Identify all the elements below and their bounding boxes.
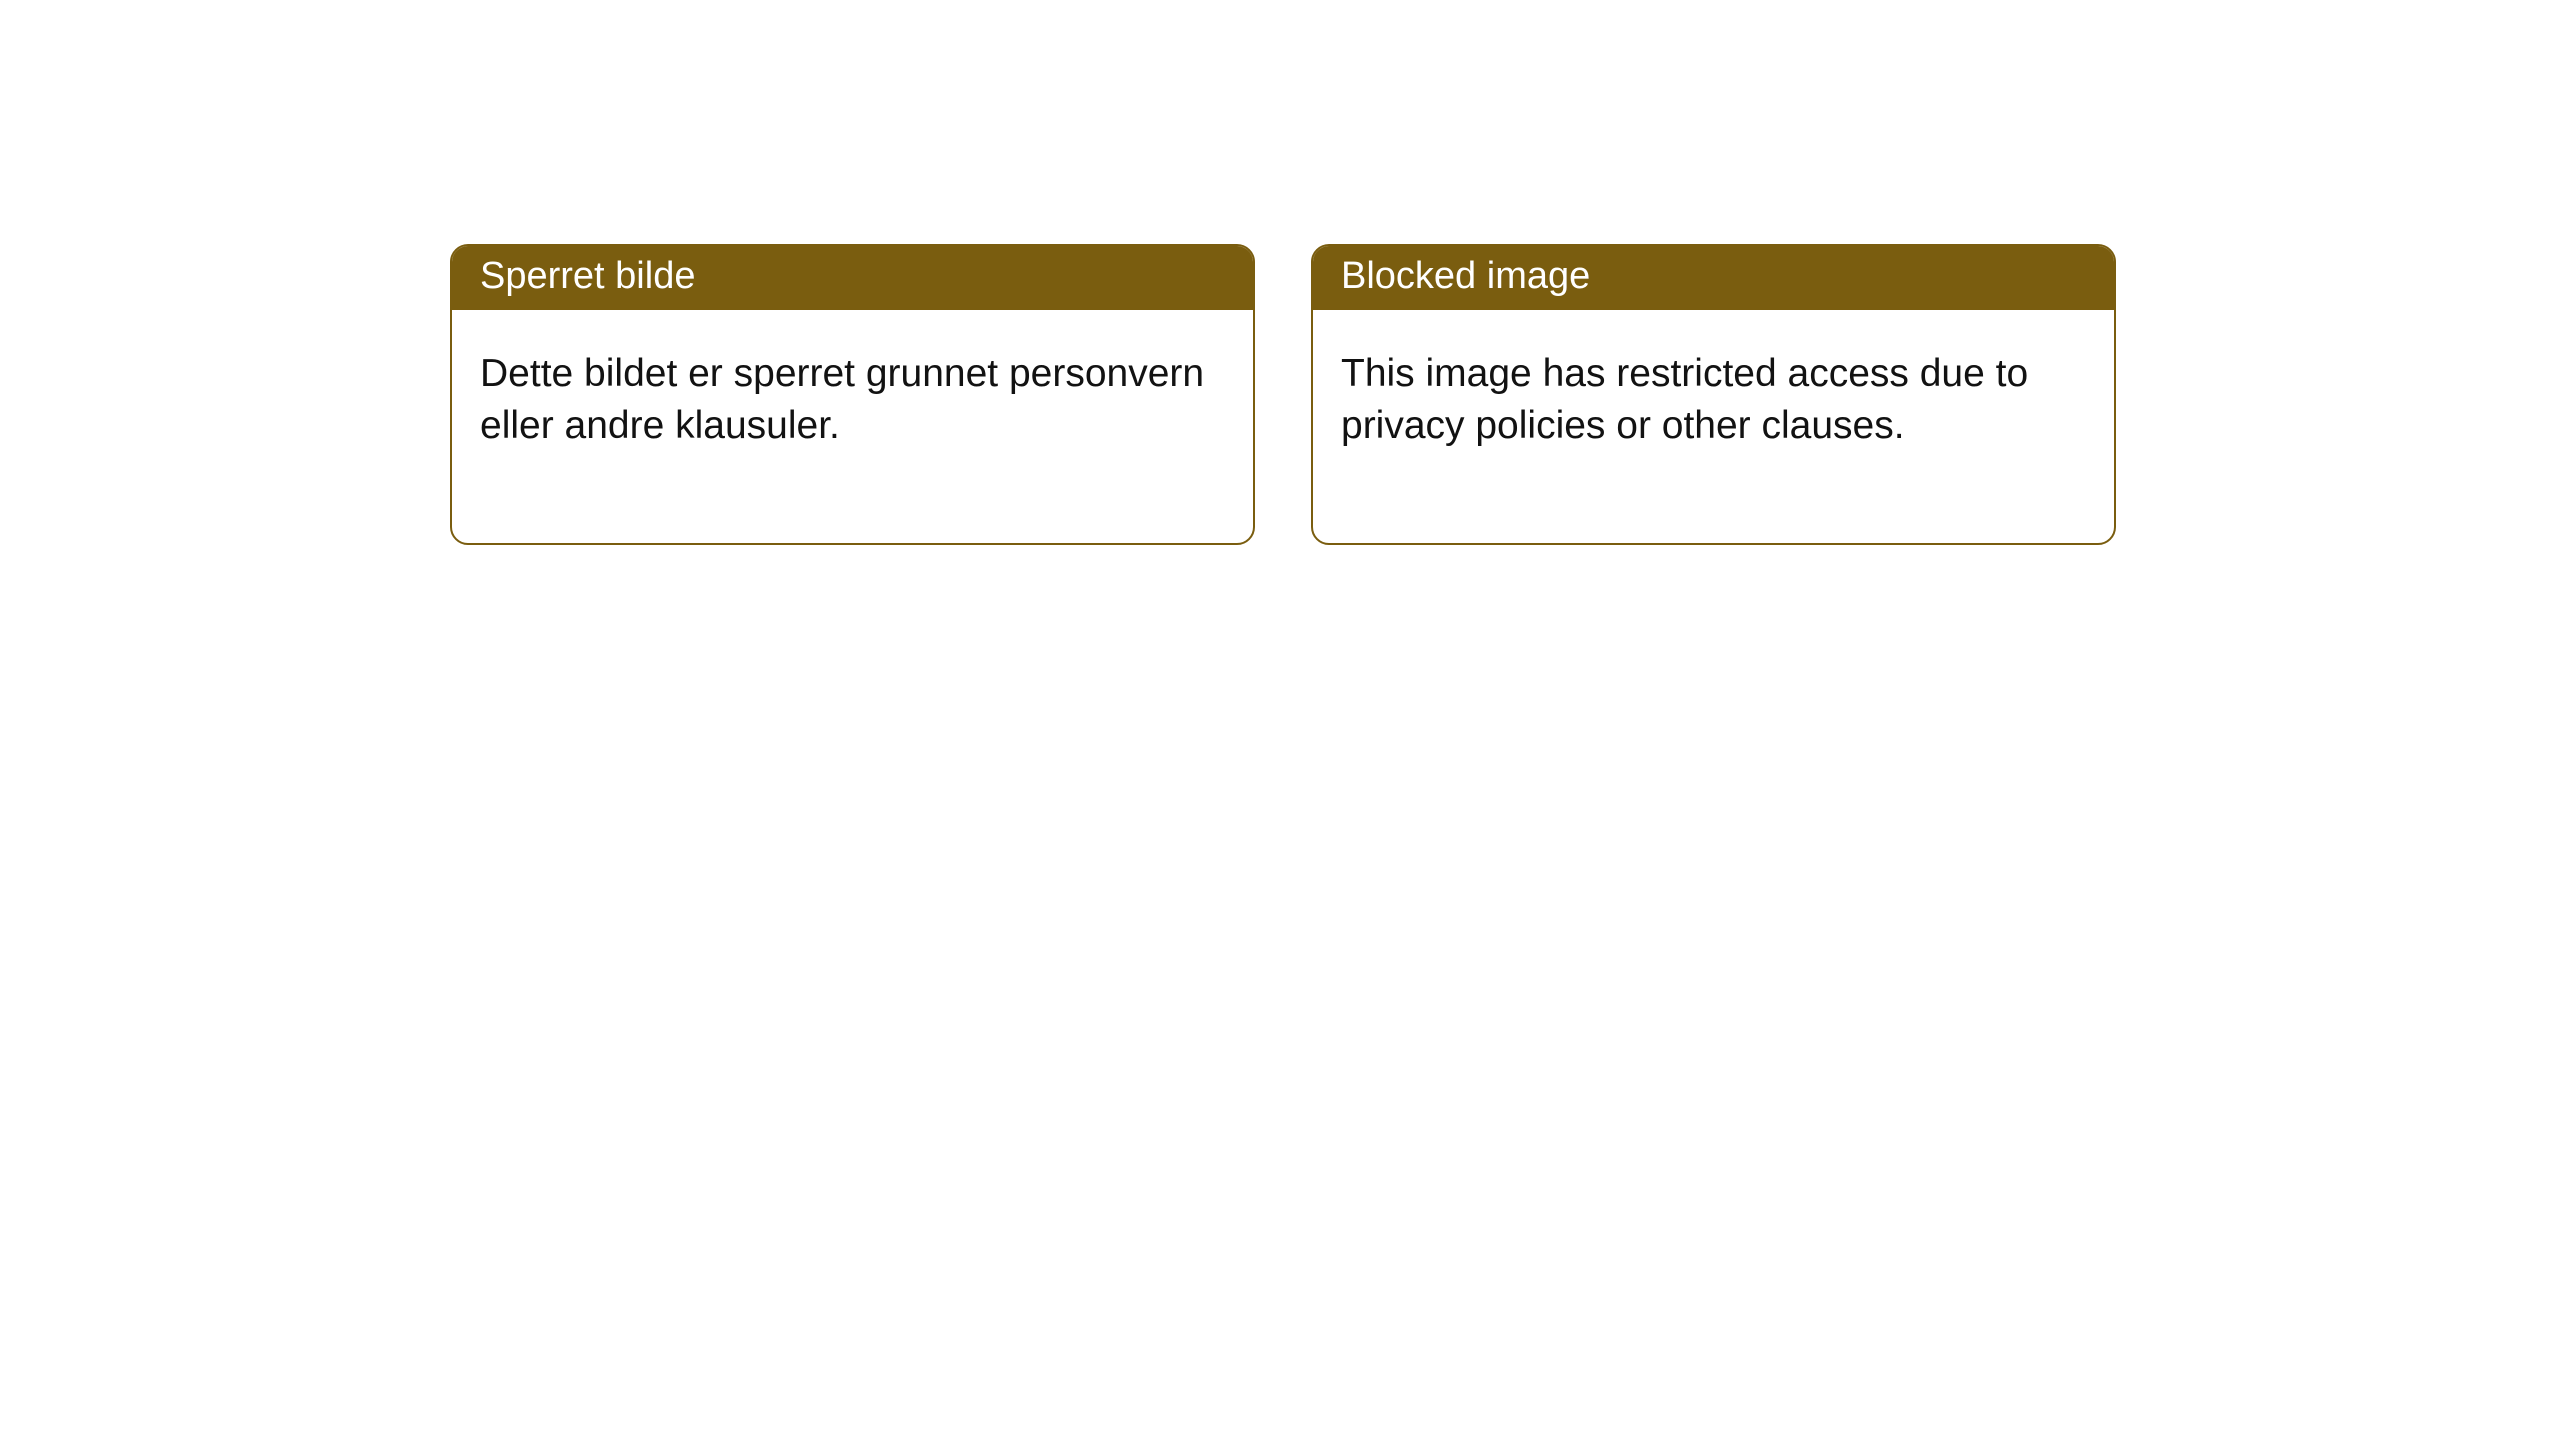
notice-card-title: Blocked image [1341,255,1590,297]
notice-card-norwegian: Sperret bilde Dette bildet er sperret gr… [450,244,1255,545]
notice-card-body: Dette bildet er sperret grunnet personve… [452,310,1253,543]
notice-card-body-text: Dette bildet er sperret grunnet personve… [480,352,1204,448]
notice-card-header: Blocked image [1313,246,2114,310]
notice-card-header: Sperret bilde [452,246,1253,310]
notice-card-english: Blocked image This image has restricted … [1311,244,2116,545]
notice-card-body: This image has restricted access due to … [1313,310,2114,543]
notice-cards-container: Sperret bilde Dette bildet er sperret gr… [0,0,2560,545]
notice-card-title: Sperret bilde [480,255,695,297]
notice-card-body-text: This image has restricted access due to … [1341,352,2028,448]
